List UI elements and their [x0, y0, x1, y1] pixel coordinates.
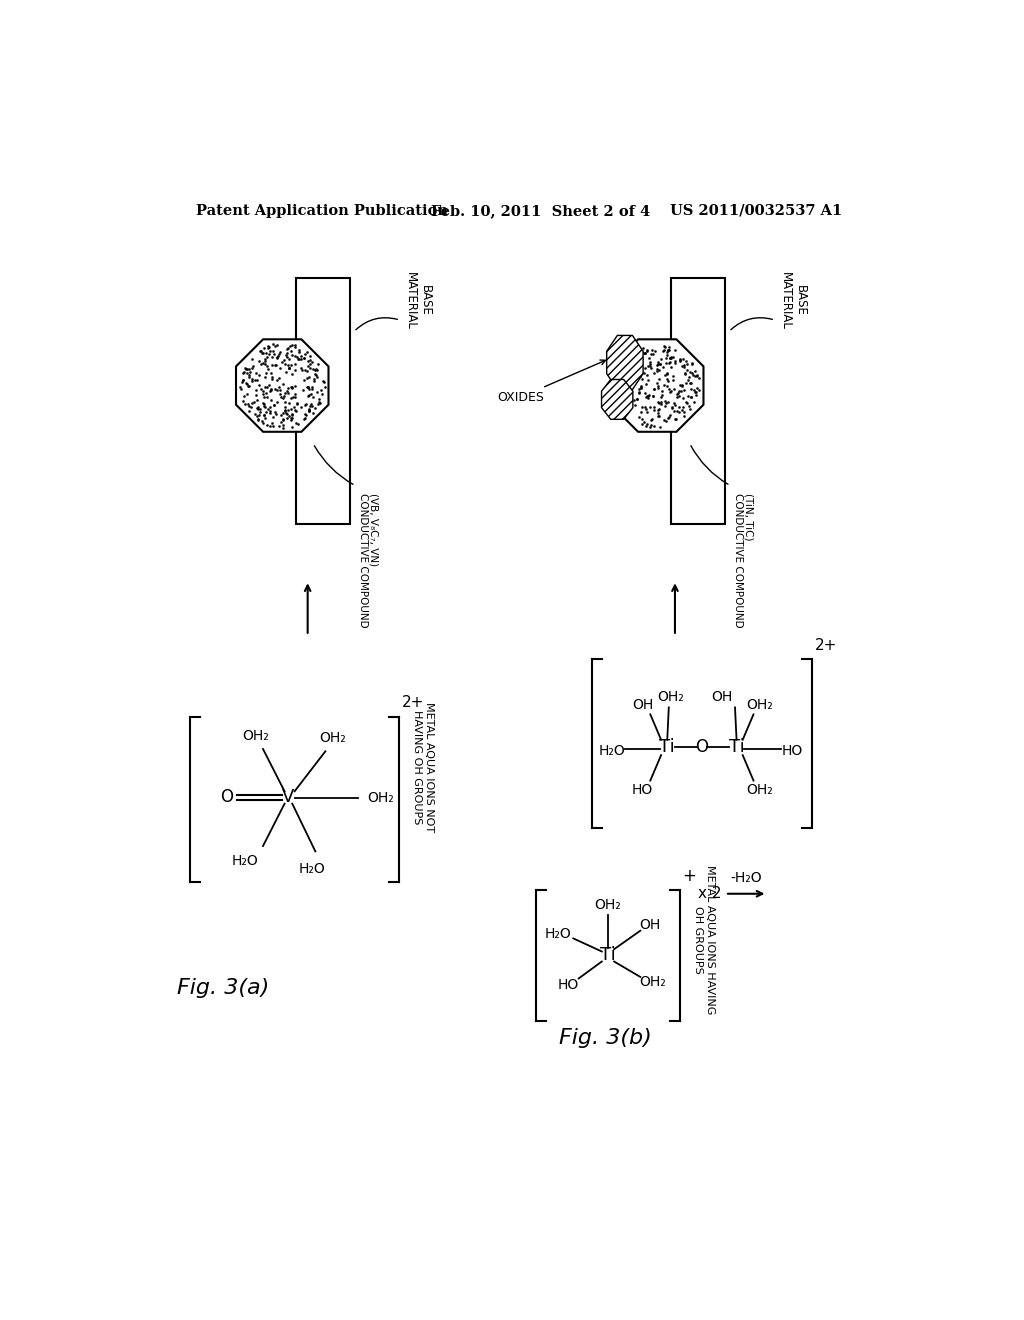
Text: O: O: [220, 788, 233, 807]
Bar: [671, 277, 725, 524]
Polygon shape: [601, 379, 633, 420]
Text: H₂O: H₂O: [545, 927, 571, 941]
Text: OH₂: OH₂: [746, 698, 773, 711]
Text: OH: OH: [640, 917, 660, 932]
Text: OH: OH: [632, 698, 653, 711]
Text: METAL AQUA IONS NOT
HAVING OH GROUPS: METAL AQUA IONS NOT HAVING OH GROUPS: [413, 702, 434, 832]
Text: H₂O: H₂O: [598, 744, 626, 758]
Text: (TiN, TiC): (TiN, TiC): [743, 494, 753, 541]
Text: HO: HO: [781, 744, 803, 758]
Text: Ti: Ti: [600, 946, 615, 965]
Text: H₂O: H₂O: [231, 854, 259, 869]
Text: Fig. 3(b): Fig. 3(b): [559, 1028, 652, 1048]
Bar: [296, 277, 350, 524]
Polygon shape: [606, 335, 643, 389]
Text: OH₂: OH₂: [242, 729, 268, 743]
Polygon shape: [236, 339, 329, 432]
Text: -H₂O: -H₂O: [730, 870, 762, 884]
Text: V: V: [283, 788, 295, 807]
Text: x 2: x 2: [697, 886, 721, 902]
Text: Feb. 10, 2011  Sheet 2 of 4: Feb. 10, 2011 Sheet 2 of 4: [431, 203, 650, 218]
Text: OH₂: OH₂: [319, 731, 346, 746]
Text: BASE
MATERIAL: BASE MATERIAL: [779, 272, 807, 330]
Text: US 2011/0032537 A1: US 2011/0032537 A1: [670, 203, 842, 218]
Text: OH₂: OH₂: [367, 791, 393, 804]
Text: OH₂: OH₂: [657, 690, 684, 705]
Text: (VB, V₈C₇, VN): (VB, V₈C₇, VN): [368, 494, 378, 566]
Text: METAL AQUA IONS HAVING
OH GROUPS: METAL AQUA IONS HAVING OH GROUPS: [693, 866, 715, 1015]
Text: OH₂: OH₂: [746, 783, 773, 797]
Text: HO: HO: [557, 978, 579, 991]
Text: OXIDES: OXIDES: [498, 360, 605, 404]
Text: HO: HO: [632, 783, 653, 797]
Polygon shape: [611, 339, 703, 432]
Text: O: O: [695, 738, 709, 756]
Text: H₂O: H₂O: [298, 862, 325, 876]
Text: Patent Application Publication: Patent Application Publication: [196, 203, 449, 218]
Text: Fig. 3(a): Fig. 3(a): [177, 978, 269, 998]
Text: 2+: 2+: [815, 638, 838, 652]
Text: CONDUCTIVE COMPOUND: CONDUCTIVE COMPOUND: [733, 494, 743, 628]
Text: CONDUCTIVE COMPOUND: CONDUCTIVE COMPOUND: [358, 494, 368, 628]
Text: Ti: Ti: [729, 738, 744, 756]
Text: Ti: Ti: [659, 738, 675, 756]
Text: BASE
MATERIAL: BASE MATERIAL: [403, 272, 432, 330]
Text: +: +: [683, 867, 696, 884]
Text: OH₂: OH₂: [639, 975, 666, 989]
Text: OH: OH: [712, 690, 733, 705]
Text: 2+: 2+: [401, 696, 424, 710]
Text: OH₂: OH₂: [595, 899, 622, 912]
